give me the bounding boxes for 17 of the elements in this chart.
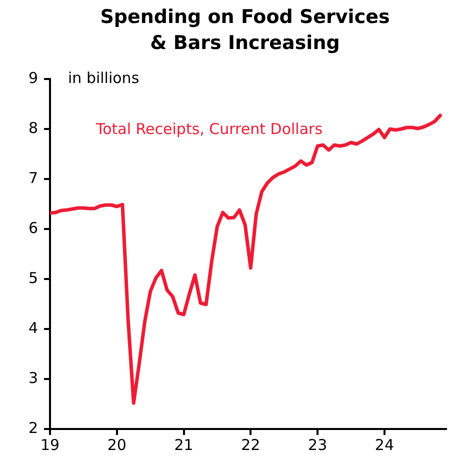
y-tick-label: 6: [28, 218, 38, 237]
chart-title: Spending on Food Services & Bars Increasing: [99, 5, 391, 56]
x-tick-label: 20: [107, 436, 126, 454]
y-tick-label: 4: [28, 318, 38, 337]
y-tick-label: 3: [28, 368, 38, 387]
x-tick-label: 24: [374, 436, 394, 454]
x-tick-label: 21: [174, 436, 194, 454]
y-tick-label: 9: [28, 68, 38, 87]
y-tick-label: 7: [28, 168, 38, 187]
y-tick-label: 8: [28, 118, 38, 137]
y-tick-label: 2: [28, 418, 38, 437]
x-tick-label: 19: [40, 436, 60, 454]
annotation: in billions: [68, 68, 140, 87]
x-tick-label: 22: [241, 436, 260, 454]
series-label: Total Receipts, Current Dollars: [95, 120, 323, 138]
y-tick-label: 5: [28, 268, 38, 287]
x-tick-label: 23: [308, 436, 328, 454]
